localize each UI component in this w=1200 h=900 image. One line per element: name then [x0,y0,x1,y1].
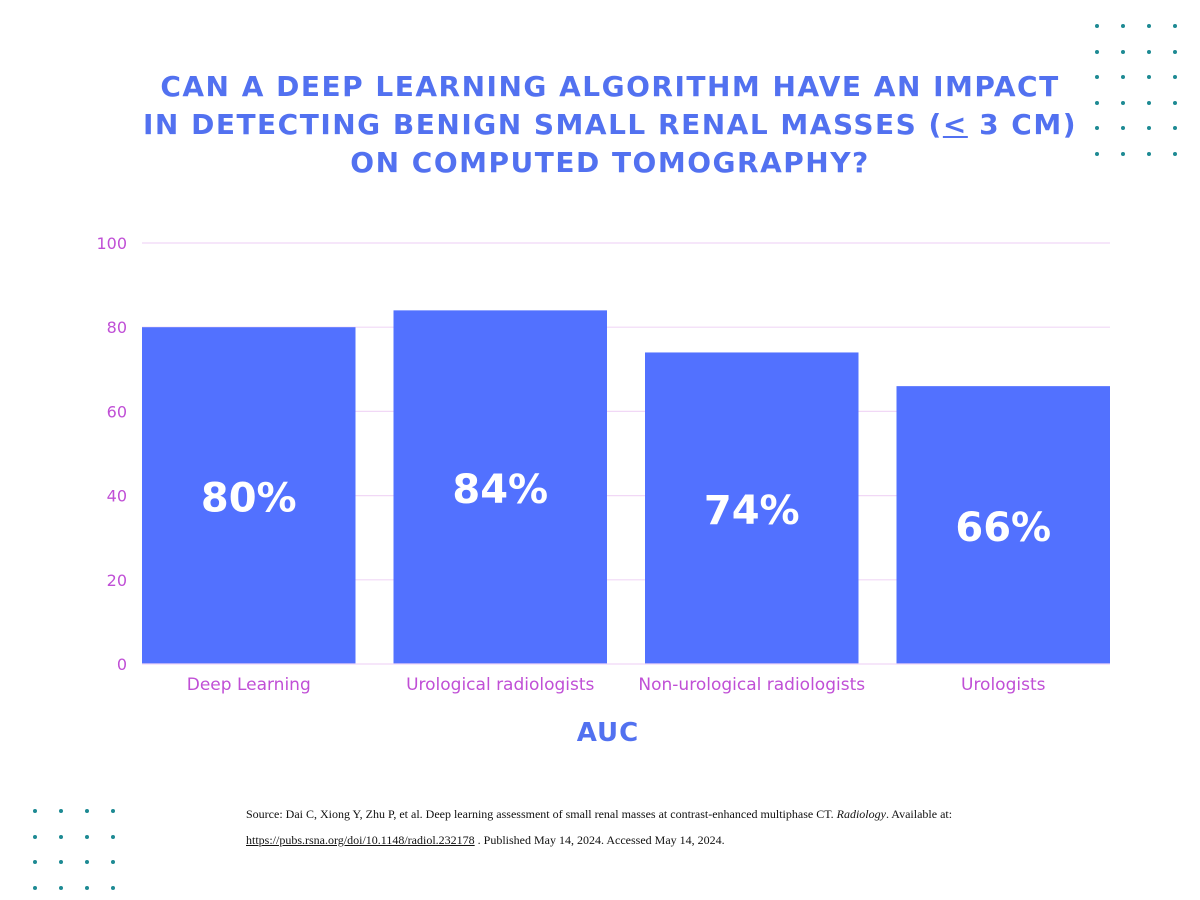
bar-chart: 0 20 40 60 80 100 Deep Learning Urological rad… [96,234,1110,695]
bar-data-label: 80% [201,476,297,522]
decorative-dot [111,860,115,864]
title-line-3: ON COMPUTED TOMOGRAPHY? [350,146,870,179]
less-or-equal-symbol: < [942,108,968,141]
bar [645,352,859,664]
y-tick-label: 100 [96,234,127,253]
x-tick-label: Deep Learning [187,675,311,695]
bar [896,386,1110,664]
decorative-dot [1121,49,1125,54]
decorative-dot [85,860,89,864]
decorative-dot [1121,151,1125,156]
source-dates: . Published May 14, 2024. Accessed May 1… [474,833,725,847]
x-axis-title: AUC [576,718,640,748]
bar [142,327,356,664]
decorative-dot [59,834,63,839]
decorative-dot [1121,75,1125,79]
bar-data-label: 66% [955,505,1051,551]
y-tick-label: 0 [117,655,127,674]
decorative-dot [1147,126,1151,130]
y-tick-label: 80 [107,318,127,337]
decorative-dot [1121,24,1125,28]
decorative-dot [85,834,89,839]
decorative-dot [1173,151,1177,156]
decorative-dot [33,834,37,839]
y-tick-label: 40 [107,487,127,506]
title-line-2: IN DETECTING BENIGN SMALL RENAL MASSES (… [60,106,1160,144]
y-axis-tick-labels: 0 20 40 60 80 100 [96,234,127,674]
decorative-dot [59,885,63,890]
title-line-2-start: IN DETECTING BENIGN SMALL RENAL MASSES ( [142,108,943,141]
decorative-dot [1095,151,1099,156]
decorative-dot [111,834,115,839]
decorative-dot [1121,100,1125,105]
source-available: . Available at: [885,807,953,821]
x-axis-tick-labels: Deep Learning Urological radiologists Non-… [187,675,1046,695]
decorative-dot [1173,24,1177,28]
decorative-dot [1147,75,1151,79]
decorative-dot [33,809,37,813]
decorative-dot [1173,49,1177,54]
decorative-dot [111,809,115,813]
decorative-dot [59,809,63,813]
decorative-dot [33,885,37,890]
chart-title: CAN A DEEP LEARNING ALGORITHM HAVE AN IM… [60,68,1160,182]
decorative-dot [59,860,63,864]
y-tick-label: 20 [107,571,127,590]
bar-data-label: 74% [704,488,800,534]
source-text: Source: Dai C, Xiong Y, Zhu P, et al. De… [246,807,837,821]
decorative-dot [1147,100,1151,105]
x-tick-label: Urologists [961,675,1046,695]
decorative-dot [1173,75,1177,79]
decorative-dot [1095,75,1099,79]
decorative-dot [33,860,37,864]
source-citation: Source: Dai C, Xiong Y, Zhu P, et al. De… [246,801,1006,853]
source-link[interactable]: https://pubs.rsna.org/doi/10.1148/radiol… [246,833,475,847]
title-line-1: CAN A DEEP LEARNING ALGORITHM HAVE AN IM… [160,70,1060,103]
decorative-dot [1173,100,1177,105]
data-labels: 80% 84% 74% 66% [201,467,1051,551]
title-line-2-end: 3 CM) [967,108,1078,141]
decorative-dot [1121,126,1125,130]
x-tick-label: Non-urological radiologists [638,675,865,695]
decorative-dot [1147,151,1151,156]
x-tick-label: Urological radiologists [406,675,594,695]
decorative-dot [1147,24,1151,28]
decorative-dot [1095,24,1099,28]
decorative-dot [111,885,115,890]
decorative-dot [1095,100,1099,105]
decorative-dot [1095,49,1099,54]
y-tick-label: 60 [107,402,127,421]
bar-data-label: 84% [452,467,548,513]
bar [393,310,607,664]
decorative-dot [85,885,89,890]
decorative-dot [1173,126,1177,130]
source-journal: Radiology [836,807,886,821]
decorative-dot [85,809,89,813]
bars [142,310,1110,664]
decorative-dot [1147,49,1151,54]
decorative-dot [1095,126,1099,130]
